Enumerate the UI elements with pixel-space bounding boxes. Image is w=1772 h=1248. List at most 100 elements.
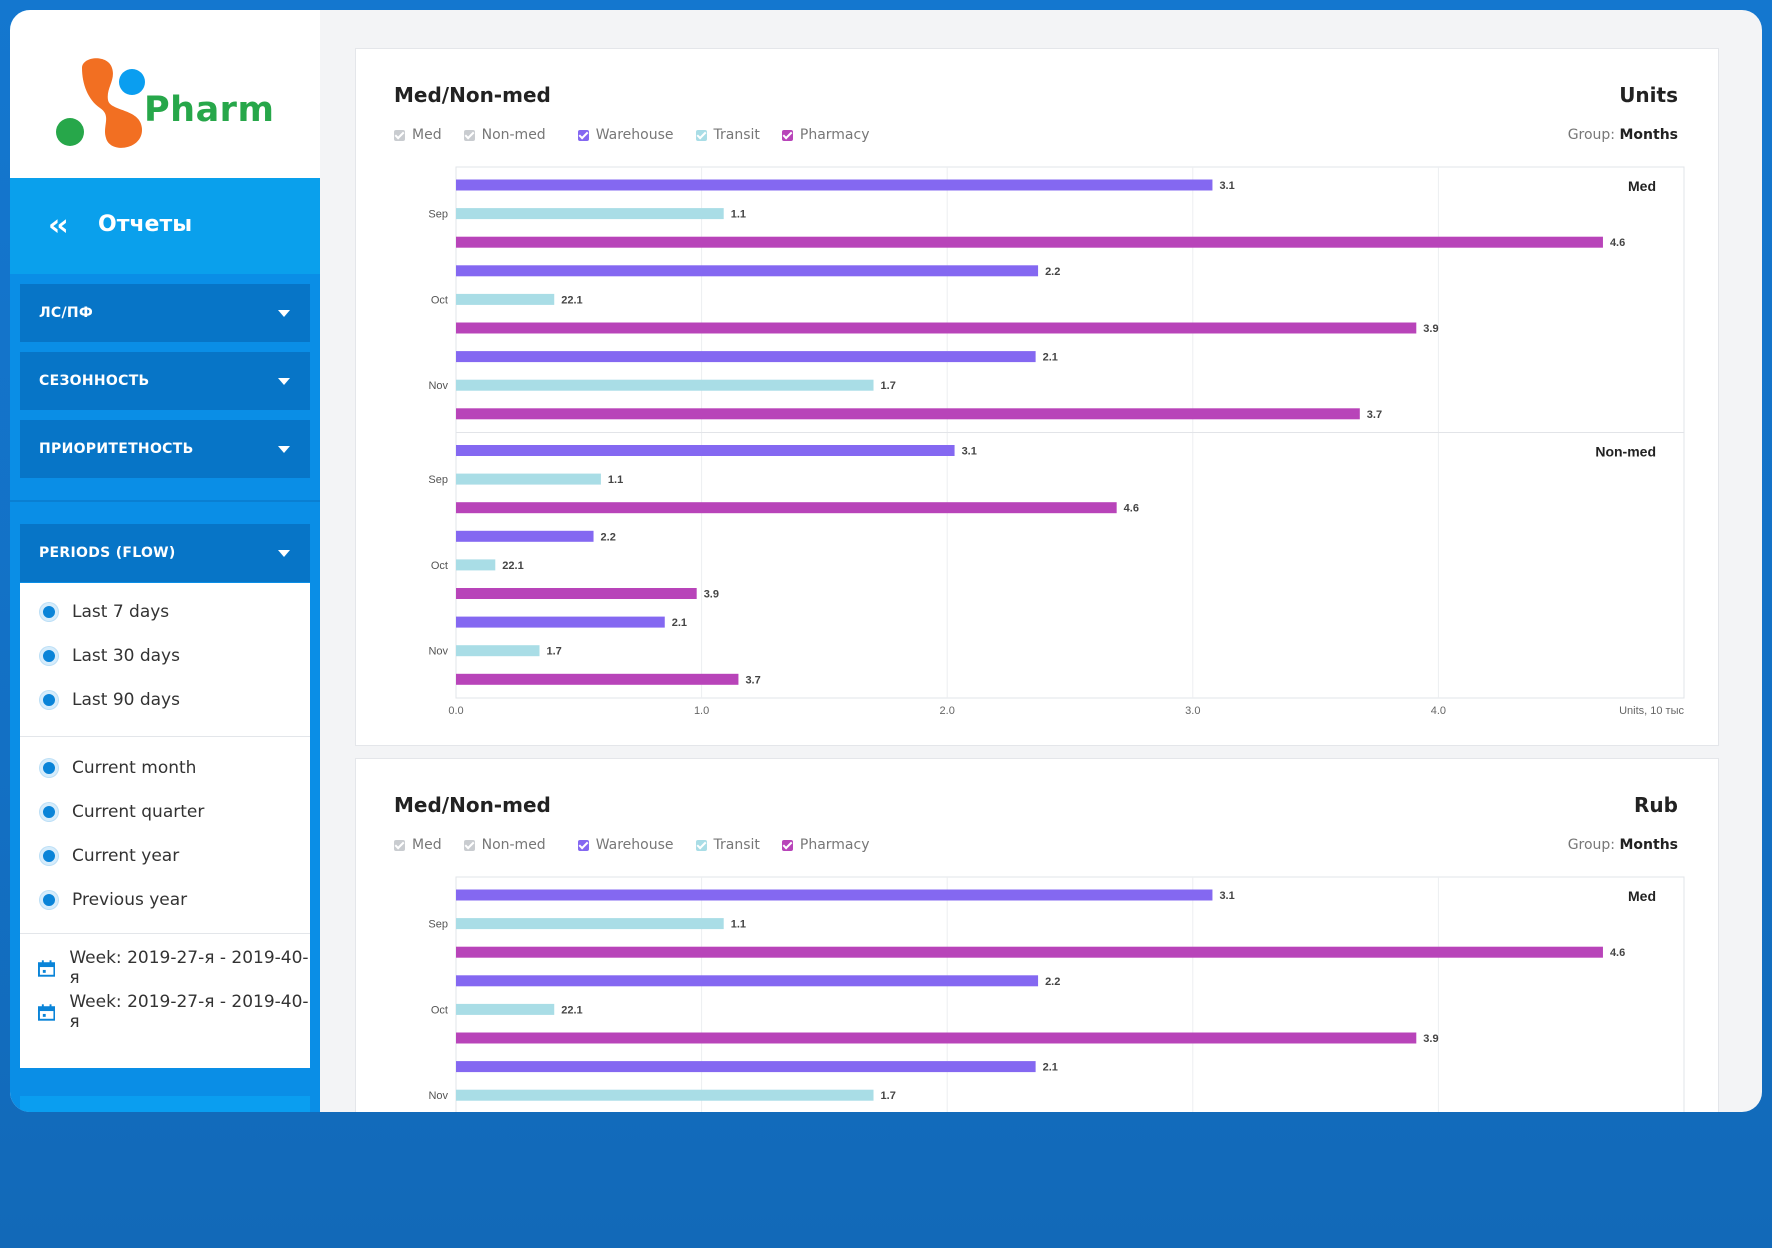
card-unit: Rub xyxy=(1634,793,1678,817)
logo-mark-icon xyxy=(56,58,145,148)
bar-transit[interactable] xyxy=(456,293,555,305)
bar-warehouse[interactable] xyxy=(456,616,665,628)
legend-warehouse-checkbox[interactable]: Warehouse xyxy=(577,837,674,853)
bar-transit[interactable] xyxy=(456,208,724,220)
bar-transit[interactable] xyxy=(456,918,724,930)
card-title: Med/Non-med xyxy=(394,83,551,107)
checkbox-icon xyxy=(781,129,793,141)
bar-transit[interactable] xyxy=(456,1089,874,1101)
bar-pharmacy[interactable] xyxy=(456,236,1603,248)
bar-transit[interactable] xyxy=(456,473,601,485)
reports-title: Отчеты xyxy=(98,212,193,237)
bar-pharmacy[interactable] xyxy=(456,408,1360,420)
double-chevron-left-icon[interactable]: ‹‹ xyxy=(48,208,69,243)
bar-pharmacy[interactable] xyxy=(456,322,1417,334)
period-option-last-90-days[interactable]: Last 90 days xyxy=(40,685,180,715)
legend-transit-checkbox[interactable]: Transit xyxy=(695,837,760,853)
filter-ls-pf-dropdown[interactable]: ЛС/ПФ xyxy=(20,284,310,342)
caret-down-icon xyxy=(278,310,290,317)
bar-pharmacy[interactable] xyxy=(456,1032,1417,1044)
filter-seasonality-dropdown[interactable]: СЕЗОННОСТЬ xyxy=(20,352,310,410)
legend: Med Non-med Warehouse Transit Pharmacy xyxy=(394,127,892,143)
filter-priority-dropdown[interactable]: ПРИОРИТЕТНОСТЬ xyxy=(20,420,310,478)
period-label: Last 30 days xyxy=(72,646,180,666)
bar-transit[interactable] xyxy=(456,645,540,657)
bar-pharmacy[interactable] xyxy=(456,588,697,599)
category-label: Nov xyxy=(428,380,448,392)
checkbox-icon xyxy=(463,839,475,851)
x-tick-label: 1.0 xyxy=(694,705,709,717)
sidebar: Pharm ‹‹ Отчеты ЛС/ПФ СЕЗОННОСТЬ ПРИОРИТ… xyxy=(10,10,320,1112)
bar-warehouse[interactable] xyxy=(456,445,955,456)
bar-chart-units: Med Sep Oct Nov 3.1 2.2 2.1 1.1 22.1 1.7 4.6 3.9 3.7… xyxy=(428,166,1685,717)
category-label: Nov xyxy=(428,646,448,658)
week-range-picker[interactable]: Week: 2019-27-я - 2019-40-я xyxy=(38,948,310,988)
panel-divider xyxy=(20,736,310,737)
legend-med-checkbox[interactable]: Med xyxy=(394,837,442,853)
group-label: Group: xyxy=(1567,837,1616,853)
group-selector[interactable]: Group: Months xyxy=(1568,127,1678,143)
caret-down-icon xyxy=(278,550,290,557)
checkbox-icon xyxy=(695,129,707,141)
bar-value-label: 3.1 xyxy=(1219,890,1234,902)
bar-warehouse[interactable] xyxy=(456,351,1036,363)
week-range-label: Week: 2019-27-я - 2019-40-я xyxy=(69,948,309,988)
legend-label: Transit xyxy=(713,127,760,143)
category-label: Sep xyxy=(428,919,448,931)
week-range-label: Week: 2019-27-я - 2019-40-я xyxy=(69,992,309,1032)
period-option-current-year[interactable]: Current year xyxy=(40,841,179,871)
period-option-current-month[interactable]: Current month xyxy=(40,753,196,783)
radio-icon xyxy=(40,847,58,865)
legend-nonmed-checkbox[interactable]: Non-med xyxy=(463,837,546,853)
sidebar-bottom-button[interactable] xyxy=(20,1096,310,1112)
x-tick-label: 0.0 xyxy=(448,705,463,717)
x-axis-label: Units, 10 тыс xyxy=(1619,705,1684,717)
x-tick-label: 3.0 xyxy=(1185,705,1200,717)
card-unit: Units xyxy=(1619,83,1678,107)
bar-value-label: 1.1 xyxy=(608,474,623,486)
legend-pharmacy-checkbox[interactable]: Pharmacy xyxy=(781,127,870,143)
bar-value-label: 4.6 xyxy=(1610,237,1625,249)
bar-transit[interactable] xyxy=(456,559,496,571)
group-selector[interactable]: Group: Months xyxy=(1568,837,1678,853)
bar-warehouse[interactable] xyxy=(456,265,1039,277)
legend-pharmacy-checkbox[interactable]: Pharmacy xyxy=(781,837,870,853)
card-title: Med/Non-med xyxy=(394,793,551,817)
logo-text: Pharm xyxy=(144,90,275,130)
legend-transit-checkbox[interactable]: Transit xyxy=(695,127,760,143)
bar-value-label: 1.7 xyxy=(881,380,896,392)
bar-warehouse[interactable] xyxy=(456,530,594,542)
bar-warehouse[interactable] xyxy=(456,889,1213,901)
periods-dropdown[interactable]: PERIODS (FLOW) xyxy=(20,524,310,582)
reports-header: ‹‹ Отчеты xyxy=(10,178,320,274)
bar-pharmacy[interactable] xyxy=(456,673,739,685)
bar-warehouse[interactable] xyxy=(456,975,1039,987)
bar-transit[interactable] xyxy=(456,379,874,391)
bar-pharmacy[interactable] xyxy=(456,946,1603,958)
logo[interactable]: Pharm xyxy=(10,10,320,178)
legend-label: Non-med xyxy=(481,127,546,143)
period-label: Current month xyxy=(72,758,197,778)
bar-warehouse[interactable] xyxy=(456,1061,1036,1073)
periods-panel: Last 7 days Last 30 days Last 90 days Cu… xyxy=(20,583,310,1068)
legend-label: Warehouse xyxy=(595,837,674,853)
bar-pharmacy[interactable] xyxy=(456,502,1117,514)
period-option-current-quarter[interactable]: Current quarter xyxy=(40,797,204,827)
legend-label: Pharmacy xyxy=(799,127,870,143)
period-label: Last 90 days xyxy=(72,690,180,710)
period-option-previous-year[interactable]: Previous year xyxy=(40,885,187,915)
bar-warehouse[interactable] xyxy=(456,179,1213,191)
period-option-last-7-days[interactable]: Last 7 days xyxy=(40,597,169,627)
checkbox-icon xyxy=(394,839,405,851)
bar-transit[interactable] xyxy=(456,1003,555,1015)
bar-chart-rub: Med Sep Oct Nov 3.1 2.2 2.1 1.1 22.1 1.7 4.6 3.9 xyxy=(428,876,1685,1112)
legend-nonmed-checkbox[interactable]: Non-med xyxy=(463,127,546,143)
checkbox-icon xyxy=(394,129,405,141)
bar-value-label: 1.7 xyxy=(881,1090,896,1102)
period-option-last-30-days[interactable]: Last 30 days xyxy=(40,641,180,671)
legend-warehouse-checkbox[interactable]: Warehouse xyxy=(577,127,674,143)
week-range-picker[interactable]: Week: 2019-27-я - 2019-40-я xyxy=(38,992,310,1032)
bar-value-label: 22.1 xyxy=(502,560,523,572)
bar-value-label: 2.2 xyxy=(1045,266,1060,278)
legend-med-checkbox[interactable]: Med xyxy=(394,127,442,143)
